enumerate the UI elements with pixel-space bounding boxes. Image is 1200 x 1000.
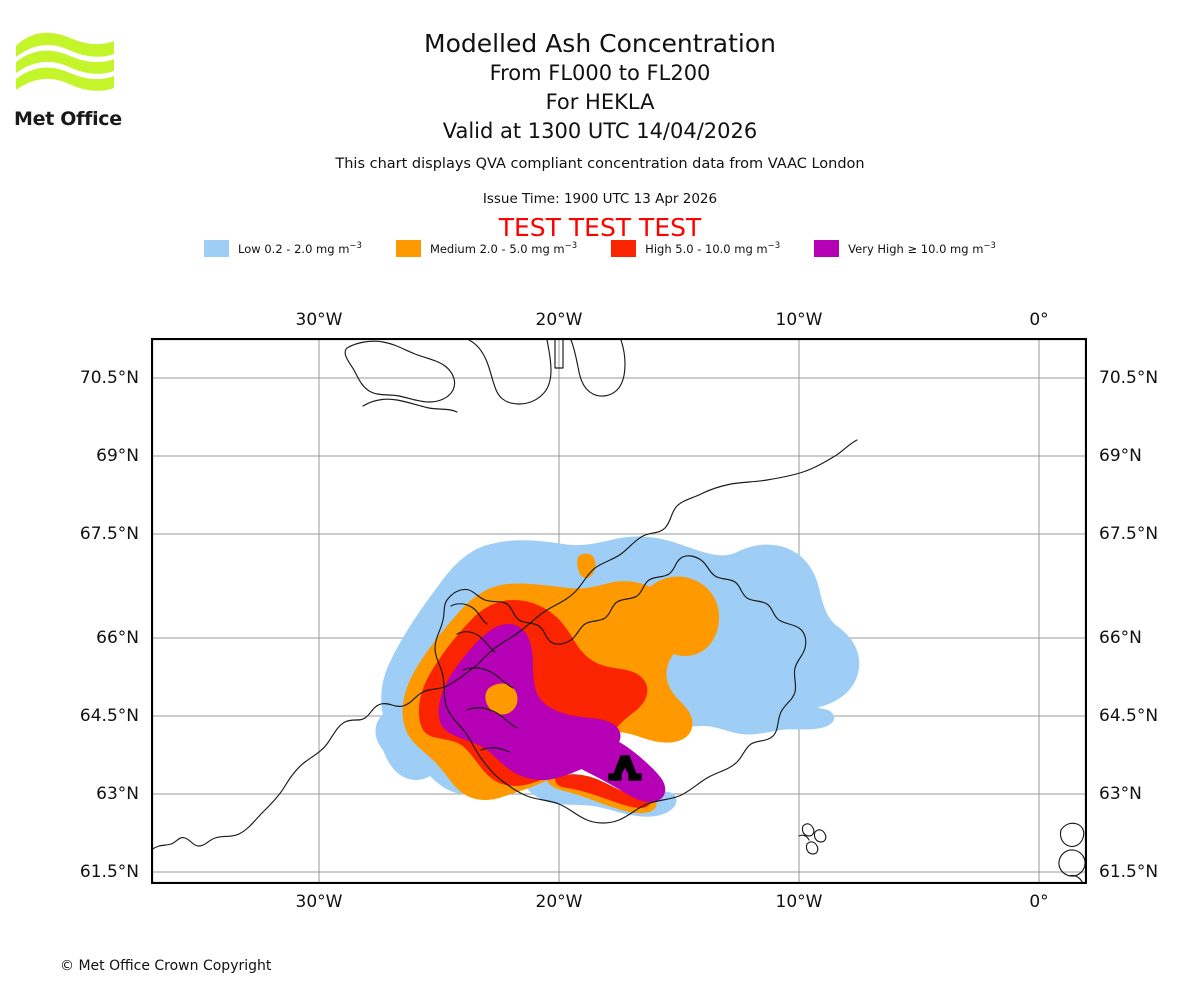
logo-wordmark: Met Office <box>14 108 122 130</box>
logo-waves <box>16 32 114 91</box>
lat-tick-left-3: 66°N <box>96 628 139 648</box>
legend-item-medium: Medium 2.0 - 5.0 mg m−3 <box>395 240 578 257</box>
lon-tick-bottom-0: 30°W <box>295 892 343 912</box>
lat-tick-left-5: 63°N <box>96 784 139 804</box>
legend-label-high: High 5.0 - 10.0 mg m−3 <box>645 240 781 256</box>
legend-item-very-high: Very High ≥ 10.0 mg m−3 <box>814 240 996 257</box>
met-office-logo: Met Office <box>14 24 124 130</box>
legend-label-medium: Medium 2.0 - 5.0 mg m−3 <box>429 240 578 256</box>
lon-tick-top-0: 30°W <box>295 310 343 330</box>
legend-swatch-high <box>611 240 637 257</box>
lat-tick-right-0: 70.5°N <box>1099 368 1159 388</box>
lon-tick-top-3: 0° <box>1029 310 1049 330</box>
copyright-notice: © Met Office Crown Copyright <box>60 958 272 974</box>
qva-note: This chart displays QVA compliant concen… <box>335 156 865 172</box>
lon-tick-bottom-3: 0° <box>1029 892 1049 912</box>
lon-tick-bottom-2: 10°W <box>775 892 823 912</box>
ash-contour-very-high <box>438 624 666 803</box>
lon-tick-bottom-1: 20°W <box>535 892 583 912</box>
legend-swatch-low <box>204 240 230 257</box>
lat-tick-right-5: 63°N <box>1099 784 1142 804</box>
lat-tick-left-0: 70.5°N <box>79 368 139 388</box>
lat-tick-right-4: 64.5°N <box>1099 706 1159 726</box>
legend-swatch-very-high <box>814 240 840 257</box>
lat-tick-right-2: 67.5°N <box>1099 524 1159 544</box>
legend-swatch-medium <box>395 240 421 257</box>
test-banner: TEST TEST TEST <box>498 213 702 242</box>
lat-tick-left-1: 69°N <box>96 446 139 466</box>
title-block: Modelled Ash Concentration From FL000 to… <box>0 28 1200 146</box>
map-gridlines <box>151 338 1087 884</box>
legend-item-low: Low 0.2 - 2.0 mg m−3 <box>204 240 362 257</box>
subtitle-valid-time: Valid at 1300 UTC 14/04/2026 <box>442 119 758 143</box>
page-title: Modelled Ash Concentration <box>424 29 776 58</box>
subtitle-flight-levels: From FL000 to FL200 <box>489 61 711 85</box>
ash-concentration-map: 30°W 20°W 10°W 0° 30°W 20°W 10°W 0° 70.5… <box>80 310 1158 912</box>
issue-time: Issue Time: 1900 UTC 13 Apr 2026 <box>482 191 718 207</box>
lon-tick-top-2: 10°W <box>775 310 823 330</box>
lat-tick-left-6: 61.5°N <box>79 862 139 882</box>
lon-tick-top-1: 20°W <box>535 310 583 330</box>
map-canvas <box>151 338 1087 884</box>
lat-tick-right-1: 69°N <box>1099 446 1142 466</box>
lat-tick-right-3: 66°N <box>1099 628 1142 648</box>
legend-item-high: High 5.0 - 10.0 mg m−3 <box>611 240 780 257</box>
map-frame <box>151 338 1087 884</box>
lat-tick-left-4: 64.5°N <box>79 706 139 726</box>
legend: Low 0.2 - 2.0 mg m−3 Medium 2.0 - 5.0 mg… <box>0 240 1200 257</box>
volcano-marker <box>608 755 642 781</box>
subtitle-volcano: For HEKLA <box>545 90 655 114</box>
coastlines <box>151 339 1086 884</box>
lat-tick-right-6: 61.5°N <box>1099 862 1159 882</box>
lat-tick-left-2: 67.5°N <box>79 524 139 544</box>
legend-label-very-high: Very High ≥ 10.0 mg m−3 <box>848 240 996 256</box>
legend-label-low: Low 0.2 - 2.0 mg m−3 <box>238 240 362 256</box>
